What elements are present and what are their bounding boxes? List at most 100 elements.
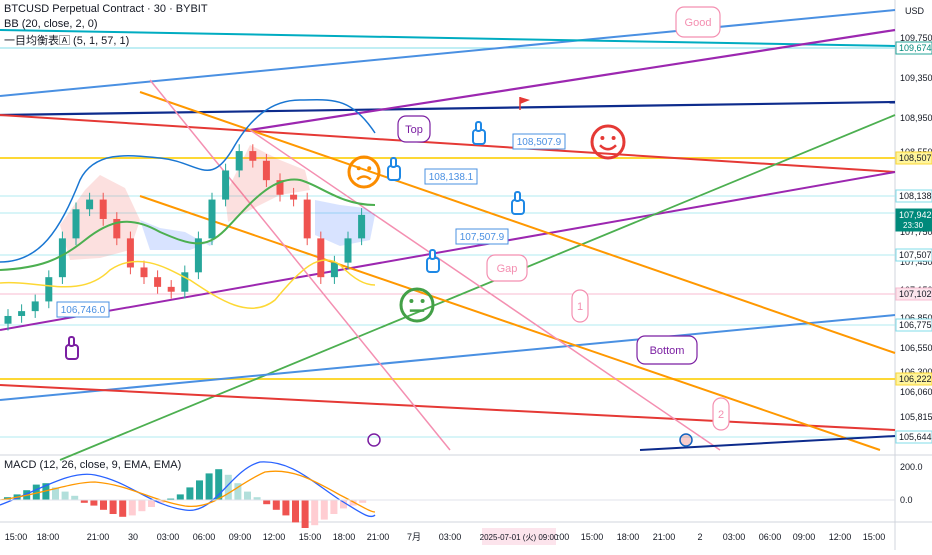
sad-face-icon	[347, 155, 381, 189]
candle-body-26	[358, 214, 366, 239]
trend-line-7	[0, 314, 896, 401]
cloud-bullish-1	[140, 220, 215, 250]
price-tag-3: 107,942.0	[899, 210, 932, 220]
macd-hist-bar-33	[320, 500, 328, 520]
trend-line-6	[59, 114, 896, 461]
time-label-15: 12:00	[547, 532, 570, 542]
price-label-106746: 106,746.0	[61, 305, 106, 316]
time-highlight-label: 2025-07-01 (火) 09:00	[480, 533, 559, 542]
price-tag-box-3	[895, 208, 932, 232]
sad-face-icon-eye-right	[367, 166, 372, 171]
macd-hist-bar-35	[340, 500, 347, 509]
macd-hist-bar-30	[292, 500, 299, 523]
time-label-1: 18:00	[37, 532, 60, 542]
macd-hist-bar-34	[330, 500, 338, 514]
ichimoku-legend[interactable]: 一目均衡表🄰 (5, 1, 57, 1)	[4, 35, 130, 47]
price-label-108507-box	[512, 133, 566, 150]
price-label-106746-box	[56, 301, 110, 318]
lightning-icon	[367, 433, 381, 447]
neutral-face-icon-eye-right	[420, 299, 425, 303]
price-tick-0: 109,750.0	[900, 33, 932, 43]
macd-hist-bar-32	[311, 500, 319, 526]
happy-face-icon-eye-right	[611, 136, 616, 140]
price-tick-5: 107,450.0	[900, 257, 932, 267]
flag-icon	[520, 97, 530, 104]
macd-hist-bar-22	[215, 469, 223, 500]
candle-body-24	[330, 262, 338, 278]
hand-icon-1	[472, 121, 486, 145]
macd-hist-bar-27	[263, 500, 271, 505]
price-label-108138-box	[424, 168, 478, 185]
price-tag-sub-3: 23:30	[903, 221, 924, 230]
candle-body-25	[344, 238, 352, 263]
top-bubble-text: Top	[405, 124, 423, 136]
macd-hist-bar-4	[42, 483, 50, 500]
price-label-108138: 108,138.1	[429, 172, 474, 183]
hand-icon-5-finger	[68, 336, 75, 347]
trend-line-5	[249, 28, 896, 132]
trend-line-12	[249, 129, 721, 451]
price-tick-4: 107,750.0	[900, 227, 932, 237]
bb-upper-line	[0, 99, 376, 263]
candle-body-15	[208, 199, 216, 239]
candle-body-6	[86, 199, 94, 210]
price-tag-box-2	[895, 189, 932, 203]
neutral-face-icon-outline	[399, 287, 435, 323]
price-tag-2: 108,138.1	[899, 191, 932, 201]
time-label-2: 21:00	[87, 532, 110, 542]
one-bubble: 1	[571, 289, 589, 323]
hand-icon-4-palm	[426, 257, 440, 273]
price-tag-box-6	[895, 318, 932, 332]
neutral-face-icon-eye-left	[409, 299, 414, 303]
trend-line-8	[0, 384, 896, 431]
bottom-bubble: Bottom	[636, 335, 698, 365]
trend-line-9	[139, 91, 896, 354]
candle-body-21	[290, 194, 298, 200]
bb-legend[interactable]: BB (20, close, 2, 0)	[4, 18, 98, 30]
top-bubble-box	[397, 115, 431, 143]
time-label-24: 15:00	[863, 532, 886, 542]
price-tag-box-5	[895, 287, 932, 301]
price-label-108507: 108,507.9	[517, 137, 562, 148]
time-label-7: 12:00	[263, 532, 286, 542]
price-tag-box-8	[895, 430, 932, 444]
hand-icon-3-palm	[511, 199, 525, 215]
good-bubble-text: Good	[685, 17, 712, 29]
hand-icon-4-finger	[429, 249, 436, 260]
macd-hist-bar-11	[109, 500, 117, 514]
candle-body-3	[45, 277, 53, 302]
macd-hist-bar-29	[282, 500, 290, 516]
macd-hist-bar-14	[138, 500, 146, 512]
indicator-lines-layer	[0, 99, 376, 309]
price-tick-9: 106,300.0	[900, 367, 932, 377]
macd-hist-bar-21	[205, 473, 213, 500]
candle-body-0	[4, 315, 12, 324]
candle-body-9	[126, 238, 134, 268]
price-tag-0: 109,674.0	[899, 43, 932, 53]
time-label-0: 15:00	[5, 532, 28, 542]
price-tag-box-1	[895, 151, 932, 165]
one-bubble-text: 1	[577, 301, 583, 313]
macd-legend[interactable]: MACD (12, 26, close, 9, EMA, EMA)	[4, 459, 182, 471]
macd-hist-bar-25	[244, 491, 251, 500]
macd-hist-bar-18	[176, 494, 184, 500]
gap-bubble-text: Gap	[497, 263, 518, 275]
candle-body-4	[58, 238, 66, 278]
price-tick-7: 106,850.0	[900, 313, 932, 323]
hand-icon-2	[387, 157, 401, 181]
symbol-legend[interactable]: BTCUSD Perpetual Contract · 30 · BYBIT	[4, 3, 208, 15]
price-tag-4: 107,507.9	[899, 250, 932, 260]
candle-body-8	[113, 218, 121, 239]
trend-line-2	[0, 100, 896, 117]
price-tag-8: 105,644.3	[899, 432, 932, 442]
candle-body-19	[262, 160, 270, 181]
hand-icon-5-palm	[65, 344, 79, 360]
gap-bubble: Gap	[486, 254, 528, 282]
bb-lower-line	[0, 259, 376, 309]
candle-body-2	[31, 301, 39, 312]
bottom-bubble-text: Bottom	[650, 345, 685, 357]
time-label-3: 30	[128, 532, 138, 542]
macd-hist-bar-8	[80, 500, 88, 503]
